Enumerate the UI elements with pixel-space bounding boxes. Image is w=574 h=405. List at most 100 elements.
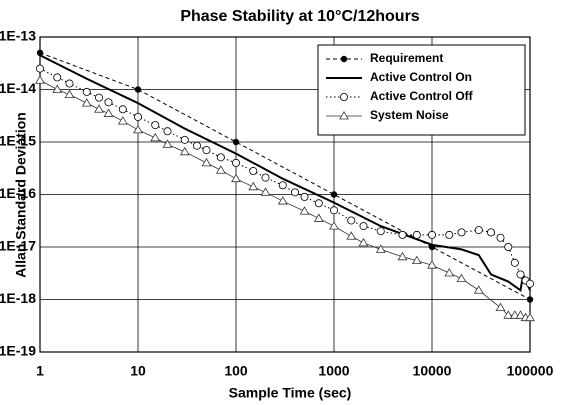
y-tick-label: 1E-14 [0, 80, 36, 96]
marker [496, 233, 505, 242]
marker [456, 273, 467, 283]
marker [340, 55, 348, 63]
marker [412, 230, 421, 239]
marker [487, 228, 496, 237]
marker [180, 135, 189, 144]
marker [94, 104, 104, 113]
y-axis-label: Allan Standard Deviation [13, 112, 29, 278]
marker [329, 206, 338, 215]
y-tick-label: 1E-19 [0, 343, 36, 359]
marker [347, 216, 356, 225]
marker [339, 111, 349, 120]
legend-label: Requirement [370, 51, 443, 65]
marker [231, 158, 240, 167]
marker [299, 206, 310, 215]
marker [133, 112, 142, 121]
marker [444, 267, 455, 277]
x-tick-label: 10 [130, 363, 146, 379]
y-tick-label: 1E-16 [0, 185, 36, 201]
marker [515, 310, 526, 319]
plot-frame [39, 36, 531, 353]
marker [526, 296, 534, 303]
legend: Requirement Active Control On Active Contr… [317, 44, 526, 136]
marker [216, 153, 225, 162]
marker [358, 237, 369, 247]
chart-title: Phase Stability at 10°C/12hours [180, 8, 419, 25]
marker [339, 93, 348, 102]
marker [504, 242, 513, 251]
marker [398, 230, 407, 239]
marker [525, 312, 535, 322]
marker [53, 73, 62, 82]
marker [359, 222, 368, 231]
marker [81, 98, 92, 107]
marker [179, 146, 190, 156]
marker [411, 255, 422, 265]
marker [52, 84, 63, 93]
marker [193, 141, 202, 150]
marker [397, 251, 408, 261]
y-tick-label: 1E-18 [0, 290, 36, 306]
marker [261, 173, 270, 182]
marker [118, 105, 127, 114]
y-tick-label: 1E-17 [0, 238, 36, 254]
x-tick-label: 100 [224, 363, 248, 379]
marker [163, 127, 172, 136]
marker [65, 79, 74, 88]
marker [133, 124, 143, 134]
marker [95, 93, 104, 102]
marker [427, 260, 437, 269]
marker [103, 108, 114, 117]
x-tick-label: 10000 [413, 363, 452, 379]
x-tick-label: 100000 [507, 363, 554, 379]
marker [231, 173, 241, 183]
y-tick-label: 1E-15 [0, 133, 36, 149]
marker [151, 121, 160, 130]
marker [249, 167, 258, 176]
marker [526, 279, 535, 288]
marker [329, 221, 339, 230]
legend-label: Active Control On [370, 70, 472, 84]
marker [300, 192, 309, 201]
marker [516, 270, 525, 279]
marker [278, 181, 287, 190]
marker [202, 146, 211, 155]
y-tick-label: 1E-13 [0, 28, 36, 44]
marker [473, 285, 484, 294]
legend-label: Active Control Off [370, 89, 474, 103]
series-line [39, 52, 531, 300]
legend-box [317, 44, 526, 136]
marker [445, 230, 454, 239]
marker [117, 116, 128, 125]
x-tick-label: 1 [36, 363, 44, 379]
marker [313, 213, 324, 222]
marker [510, 258, 519, 267]
marker [82, 87, 91, 96]
marker [495, 302, 506, 312]
marker [260, 187, 271, 196]
marker [134, 86, 142, 93]
marker [215, 165, 226, 174]
marker [36, 49, 44, 57]
marker [503, 310, 514, 319]
marker [248, 181, 259, 191]
marker [162, 139, 173, 148]
marker [232, 138, 240, 146]
marker [291, 188, 300, 197]
marker [375, 244, 386, 253]
marker [277, 196, 288, 205]
marker [314, 199, 323, 208]
marker [64, 89, 75, 98]
marker [330, 191, 338, 198]
marker [346, 231, 357, 240]
x-tick-label: 1000 [318, 363, 349, 379]
marker [376, 227, 385, 236]
marker [201, 157, 212, 167]
x-axis-label: Sample Time (sec) [229, 385, 352, 401]
marker [104, 98, 113, 107]
marker [474, 226, 483, 235]
marker [457, 228, 466, 237]
marker [150, 132, 161, 142]
marker [35, 75, 45, 84]
